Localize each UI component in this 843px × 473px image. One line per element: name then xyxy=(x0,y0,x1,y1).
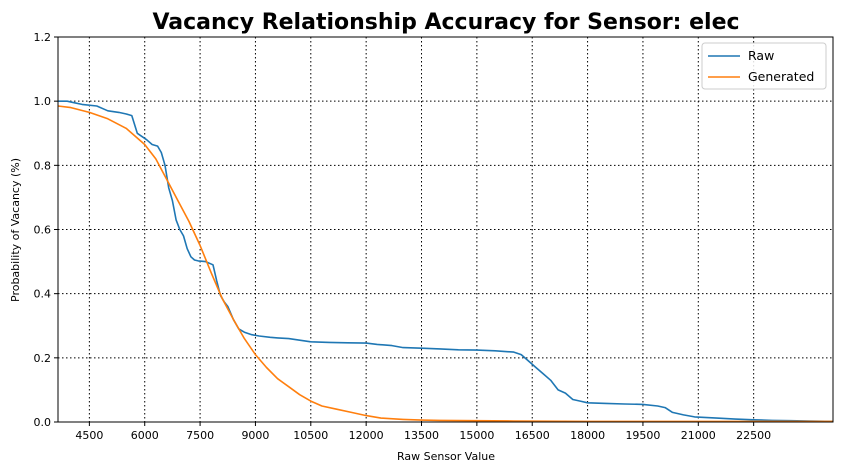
x-tick-label: 16500 xyxy=(515,429,550,442)
x-tick-label: 19500 xyxy=(625,429,660,442)
chart-title: Vacancy Relationship Accuracy for Sensor… xyxy=(152,10,739,35)
series-lines xyxy=(57,100,834,423)
x-tick-label: 21000 xyxy=(681,429,716,442)
x-tick-label: 22500 xyxy=(736,429,771,442)
y-tick-label: 1.0 xyxy=(34,95,52,108)
y-tick-label: 0.2 xyxy=(34,352,52,365)
legend-label-generated: Generated xyxy=(748,69,814,84)
y-tick-label: 0.0 xyxy=(34,416,52,429)
y-tick-label: 0.8 xyxy=(34,159,52,172)
x-tick-label: 10500 xyxy=(293,429,328,442)
x-tick-label: 12000 xyxy=(349,429,384,442)
y-axis-ticks: 0.0 0.2 0.4 0.6 0.8 1.0 1.2 xyxy=(34,31,58,429)
x-axis-ticks: 4500 6000 7500 9000 10500 12000 13500 15000 1650… xyxy=(75,422,771,442)
y-tick-label: 1.2 xyxy=(34,31,52,44)
grid xyxy=(58,37,833,422)
series-line-raw xyxy=(58,100,834,423)
x-tick-label: 13500 xyxy=(404,429,439,442)
x-tick-label: 15000 xyxy=(459,429,494,442)
legend: Raw Generated xyxy=(701,42,827,90)
x-tick-label: 4500 xyxy=(75,429,103,442)
x-tick-label: 18000 xyxy=(570,429,605,442)
series-line-generated xyxy=(57,105,833,423)
y-tick-label: 0.6 xyxy=(34,224,52,237)
legend-label-raw: Raw xyxy=(748,48,774,63)
x-tick-label: 9000 xyxy=(241,429,269,442)
x-axis-label: Raw Sensor Value xyxy=(397,450,495,463)
x-tick-label: 7500 xyxy=(186,429,214,442)
y-axis-label: Probability of Vacancy (%) xyxy=(9,158,22,302)
y-tick-label: 0.4 xyxy=(34,288,52,301)
x-tick-label: 6000 xyxy=(131,429,159,442)
